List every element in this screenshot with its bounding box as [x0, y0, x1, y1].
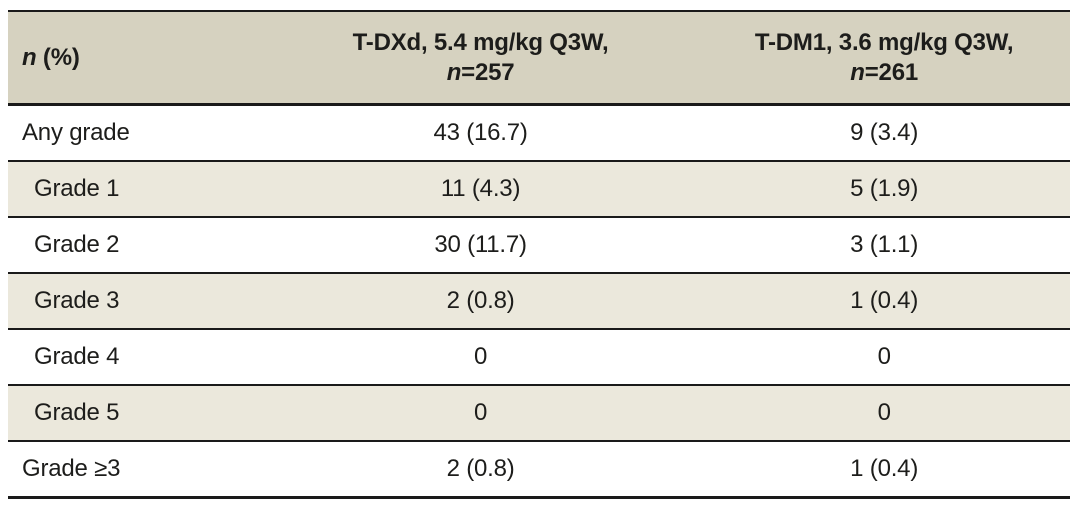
percent-label: (%) [36, 43, 80, 71]
header-row: n (%) T-DXd, 5.4 mg/kg Q3W, n=257 T-DM1,… [8, 11, 1070, 106]
tdxd-n-value: =257 [461, 58, 515, 86]
adverse-events-table: n (%) T-DXd, 5.4 mg/kg Q3W, n=257 T-DM1,… [8, 10, 1070, 499]
row-label: Any grade [8, 104, 263, 162]
table-row: Grade 1 11 (4.3) 5 (1.9) [8, 161, 1070, 218]
header-n-percent: n (%) [8, 11, 263, 106]
tdm1-dose-line: T-DM1, 3.6 mg/kg Q3W, [754, 28, 1014, 56]
cell-tdm1: 0 [698, 385, 1070, 442]
cell-tdm1: 1 (0.4) [698, 441, 1070, 499]
tdm1-n-value: =261 [864, 58, 918, 86]
cell-tdm1: 3 (1.1) [698, 217, 1070, 274]
row-label: Grade 3 [8, 273, 263, 330]
cell-tdxd: 2 (0.8) [262, 441, 699, 499]
table-header: n (%) T-DXd, 5.4 mg/kg Q3W, n=257 T-DM1,… [8, 11, 1070, 106]
cell-tdm1: 1 (0.4) [698, 273, 1070, 330]
row-label: Grade 2 [8, 217, 263, 274]
cell-tdm1: 9 (3.4) [698, 104, 1070, 162]
cell-tdxd: 11 (4.3) [262, 161, 699, 218]
row-label: Grade ≥3 [8, 441, 263, 499]
table-row: Grade ≥3 2 (0.8) 1 (0.4) [8, 441, 1070, 499]
header-tdm1: T-DM1, 3.6 mg/kg Q3W, n=261 [698, 11, 1070, 106]
cell-tdxd: 43 (16.7) [262, 104, 699, 162]
n-italic: n [22, 43, 37, 71]
cell-tdxd: 0 [262, 385, 699, 442]
table-body: Any grade 43 (16.7) 9 (3.4) Grade 1 11 (4.3)… [8, 104, 1070, 499]
cell-tdxd: 30 (11.7) [262, 217, 699, 274]
table-row: Grade 2 30 (11.7) 3 (1.1) [8, 217, 1070, 274]
cell-tdxd: 0 [262, 329, 699, 386]
table-row: Any grade 43 (16.7) 9 (3.4) [8, 104, 1070, 162]
row-label: Grade 5 [8, 385, 263, 442]
cell-tdm1: 0 [698, 329, 1070, 386]
n-italic: n [446, 58, 462, 86]
cell-tdxd: 2 (0.8) [262, 273, 699, 330]
row-label: Grade 4 [8, 329, 263, 386]
n-italic: n [850, 58, 865, 86]
row-label: Grade 1 [8, 161, 263, 218]
cell-tdm1: 5 (1.9) [698, 161, 1070, 218]
header-tdxd: T-DXd, 5.4 mg/kg Q3W, n=257 [262, 11, 699, 106]
tdxd-dose-line: T-DXd, 5.4 mg/kg Q3W, [352, 28, 609, 56]
